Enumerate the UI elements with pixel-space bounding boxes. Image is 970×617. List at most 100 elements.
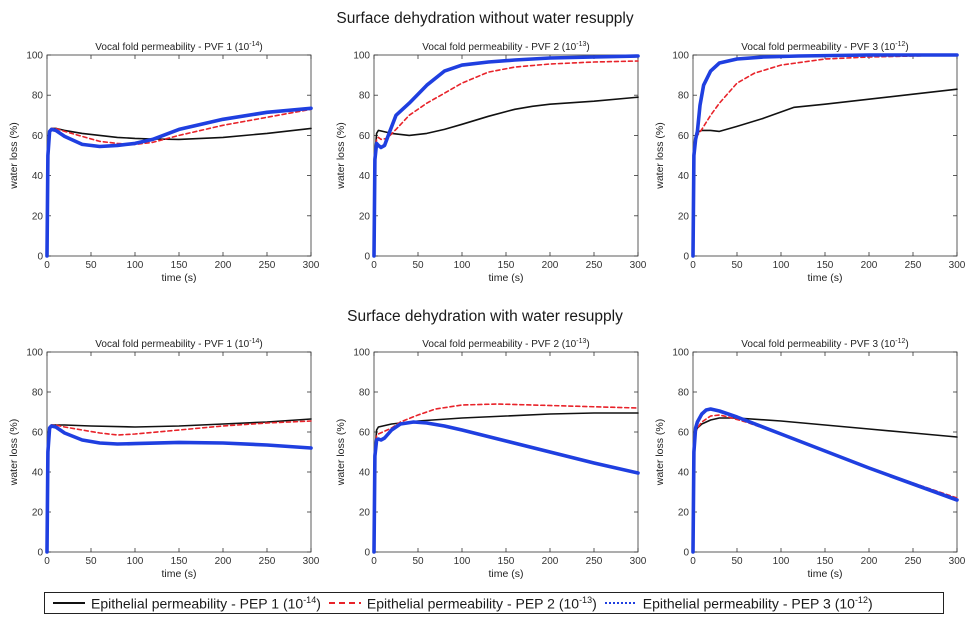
series-line-pep2 xyxy=(692,54,958,257)
legend-item-pep1: Epithelial permeability - PEP 1 (10-14) xyxy=(53,594,321,612)
y-tick-label: 100 xyxy=(353,51,370,62)
x-tick-label: 0 xyxy=(371,260,377,271)
x-axis-label: time (s) xyxy=(162,272,197,284)
row-title-top: Surface dehydration without water resupp… xyxy=(336,10,634,27)
y-axis-label: water loss (%) xyxy=(654,419,666,487)
y-tick-label: 100 xyxy=(353,348,370,359)
y-axis-label: water loss (%) xyxy=(8,122,20,190)
legend: Epithelial permeability - PEP 1 (10-14) … xyxy=(44,592,944,614)
legend-label-pep2: Epithelial permeability - PEP 2 (10-13) xyxy=(366,594,597,612)
legend-item-pep2: Epithelial permeability - PEP 2 (10-13) xyxy=(328,594,597,612)
x-axis-label: time (s) xyxy=(808,272,843,284)
legend-item-pep3: Epithelial permeability - PEP 3 (10-12) xyxy=(604,595,873,611)
y-tick-label: 40 xyxy=(359,171,371,182)
x-tick-label: 50 xyxy=(412,260,424,271)
y-tick-label: 100 xyxy=(26,348,43,359)
figure-canvas: Vocal fold permeability - PVF 1 (10-14) 0… xyxy=(8,41,966,580)
plot-frame xyxy=(46,351,312,553)
chart-panel-6: Vocal fold permeability - PVF 3 (10-12) 0… xyxy=(654,338,966,580)
y-tick-label: 0 xyxy=(364,548,370,559)
x-tick-label: 0 xyxy=(44,556,50,567)
x-tick-label: 200 xyxy=(215,260,232,271)
x-tick-label: 300 xyxy=(303,556,320,567)
y-axis-label: water loss (%) xyxy=(335,122,347,190)
y-tick-label: 20 xyxy=(32,508,44,519)
x-tick-label: 200 xyxy=(861,260,878,271)
x-tick-label: 250 xyxy=(905,556,922,567)
x-tick-label: 250 xyxy=(259,260,276,271)
chart-panel-5: Vocal fold permeability - PVF 2 (10-13) 0… xyxy=(335,338,647,580)
legend-label-pep1: Epithelial permeability - PEP 1 (10-14) xyxy=(91,594,321,612)
y-tick-label: 80 xyxy=(359,388,371,399)
x-tick-label: 300 xyxy=(949,260,966,271)
x-tick-label: 50 xyxy=(731,260,743,271)
y-tick-label: 80 xyxy=(359,91,371,102)
y-tick-label: 60 xyxy=(32,428,44,439)
chart-panel-4: Vocal fold permeability - PVF 1 (10-14) 0… xyxy=(8,338,320,580)
series-line-pep3 xyxy=(372,420,640,554)
x-tick-label: 150 xyxy=(817,260,834,271)
y-tick-label: 40 xyxy=(359,468,371,479)
x-tick-label: 300 xyxy=(949,556,966,567)
plot-frame xyxy=(373,351,639,553)
chart-title: Vocal fold permeability - PVF 2 (10-13) xyxy=(422,41,589,53)
y-tick-label: 0 xyxy=(37,548,43,559)
x-tick-label: 100 xyxy=(127,260,144,271)
y-tick-label: 100 xyxy=(672,348,689,359)
x-axis-label: time (s) xyxy=(162,568,197,580)
x-tick-label: 200 xyxy=(215,556,232,567)
legend-swatch-dotted xyxy=(604,602,637,604)
x-tick-label: 0 xyxy=(44,260,50,271)
y-tick-label: 80 xyxy=(678,91,690,102)
series-line-pep1 xyxy=(373,96,639,257)
series-line-pep1 xyxy=(373,412,639,553)
x-tick-label: 250 xyxy=(905,260,922,271)
y-tick-label: 0 xyxy=(683,252,689,263)
series-line-pep2 xyxy=(692,414,958,553)
x-tick-label: 100 xyxy=(454,556,471,567)
y-tick-label: 100 xyxy=(672,51,689,62)
row-title-bottom: Surface dehydration with water resupply xyxy=(347,308,623,325)
plot-frame xyxy=(373,54,639,257)
y-tick-label: 20 xyxy=(678,211,690,222)
x-axis-label: time (s) xyxy=(489,272,524,284)
y-tick-label: 40 xyxy=(32,171,44,182)
series-line-pep3 xyxy=(691,407,959,554)
series-line-pep2 xyxy=(373,403,639,553)
x-tick-label: 100 xyxy=(773,260,790,271)
y-tick-label: 20 xyxy=(359,211,371,222)
y-tick-label: 60 xyxy=(359,428,371,439)
series-line-pep3 xyxy=(372,54,640,258)
x-tick-label: 250 xyxy=(586,260,603,271)
series-line-pep2 xyxy=(373,60,639,257)
x-tick-label: 300 xyxy=(303,260,320,271)
y-axis-label: water loss (%) xyxy=(8,419,20,487)
x-tick-label: 300 xyxy=(630,556,647,567)
x-tick-label: 200 xyxy=(542,556,559,567)
x-tick-label: 50 xyxy=(412,556,424,567)
x-tick-label: 100 xyxy=(773,556,790,567)
y-tick-label: 0 xyxy=(683,548,689,559)
plot-frame xyxy=(692,54,958,257)
x-axis-label: time (s) xyxy=(808,568,843,580)
y-tick-label: 20 xyxy=(32,211,44,222)
y-tick-label: 40 xyxy=(678,171,690,182)
x-tick-label: 200 xyxy=(861,556,878,567)
x-tick-label: 150 xyxy=(498,260,515,271)
series-line-pep2 xyxy=(46,420,312,553)
x-axis-label: time (s) xyxy=(489,568,524,580)
x-tick-label: 50 xyxy=(731,556,743,567)
y-tick-label: 60 xyxy=(359,131,371,142)
series-line-pep1 xyxy=(692,88,958,257)
y-tick-label: 0 xyxy=(37,252,43,263)
x-tick-label: 150 xyxy=(171,260,188,271)
x-tick-label: 0 xyxy=(371,556,377,567)
y-tick-label: 0 xyxy=(364,252,370,263)
y-tick-label: 100 xyxy=(26,51,43,62)
chart-panel-2: Vocal fold permeability - PVF 2 (10-13) 0… xyxy=(335,41,647,284)
x-tick-label: 150 xyxy=(171,556,188,567)
x-tick-label: 50 xyxy=(85,556,97,567)
x-tick-label: 250 xyxy=(259,556,276,567)
chart-title: Vocal fold permeability - PVF 3 (10-12) xyxy=(741,338,908,350)
chart-title: Vocal fold permeability - PVF 3 (10-12) xyxy=(741,41,908,53)
